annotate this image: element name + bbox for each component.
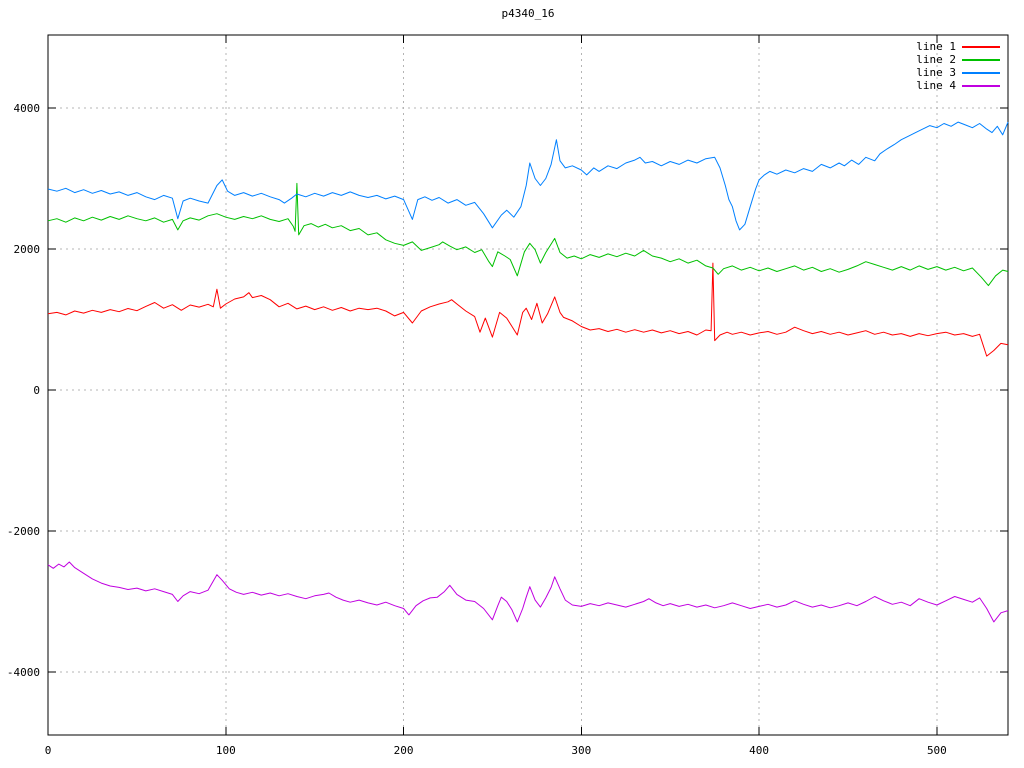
legend-item-line4: line 4	[916, 80, 1000, 91]
series-line-4	[47, 561, 1009, 623]
x-tick-label: 500	[927, 744, 947, 757]
legend-label: line 4	[916, 79, 956, 92]
legend-label: line 1	[916, 40, 956, 53]
x-tick-label: 0	[45, 744, 52, 757]
tick-labels: 0 100 200 300 400 500 -4000 -2000 0 2000 4000	[7, 102, 947, 757]
legend-color-swatch	[962, 58, 1000, 61]
y-tick-label: 2000	[14, 243, 41, 256]
legend-label: line 2	[916, 53, 956, 66]
series-line-2	[47, 182, 1009, 287]
legend-color-swatch	[962, 45, 1000, 48]
y-tick-label: 0	[33, 384, 40, 397]
legend: line 1 line 2 line 3 line 4	[916, 41, 1000, 91]
y-tick-label: 4000	[14, 102, 41, 115]
y-tick-label: -2000	[7, 525, 40, 538]
axes	[47, 34, 1009, 736]
x-tick-label: 300	[571, 744, 591, 757]
plot-border	[47, 34, 1009, 736]
series-line-3	[47, 121, 1009, 231]
legend-color-swatch	[962, 71, 1000, 74]
legend-label: line 3	[916, 66, 956, 79]
legend-item-line3: line 3	[916, 67, 1000, 78]
x-tick-label: 400	[749, 744, 769, 757]
series-line-1	[47, 262, 1009, 357]
grid-lines	[48, 35, 1008, 735]
x-tick-label: 200	[394, 744, 414, 757]
chart-title: p4340_16	[501, 7, 555, 20]
y-tick-label: -4000	[7, 666, 40, 679]
legend-color-swatch	[962, 84, 1000, 87]
x-tick-label: 100	[216, 744, 236, 757]
legend-item-line1: line 1	[916, 41, 1000, 52]
legend-item-line2: line 2	[916, 54, 1000, 65]
